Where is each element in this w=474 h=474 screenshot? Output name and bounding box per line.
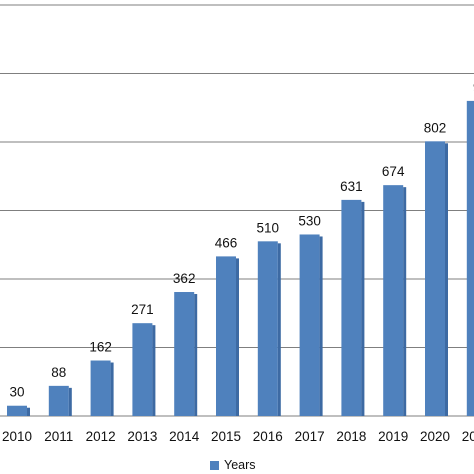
bar — [425, 141, 448, 416]
bar — [216, 256, 239, 416]
data-label: 362 — [173, 271, 196, 286]
bar-face — [257, 241, 278, 416]
bar-side — [68, 387, 72, 416]
legend: Years — [210, 458, 256, 472]
x-tick-label: 2010 — [2, 429, 32, 444]
bar-side — [277, 243, 281, 416]
legend-swatch — [210, 460, 219, 470]
bar-face — [383, 185, 404, 416]
bar-face — [7, 405, 27, 416]
bar-face — [132, 323, 153, 416]
data-label: 674 — [382, 164, 405, 179]
bar-side — [110, 362, 114, 416]
x-tick-label: 2013 — [127, 429, 157, 444]
data-label: 631 — [340, 179, 363, 194]
bar-face — [90, 360, 111, 416]
x-tick-labels: 2010 2011 2012 2013 2014 2015 2016 2017 2018 2019… — [2, 429, 474, 444]
bar — [341, 199, 365, 416]
bar — [299, 234, 323, 416]
bar — [466, 100, 474, 417]
data-label: 162 — [89, 340, 112, 355]
data-label: 88 — [51, 365, 66, 380]
bar-side — [403, 187, 407, 416]
data-label: 530 — [298, 213, 321, 228]
bar-face — [216, 256, 236, 416]
bar-side — [27, 407, 30, 416]
bar — [383, 185, 407, 416]
bar-face — [174, 292, 195, 416]
bar-side — [152, 325, 156, 416]
data-label: 30 — [9, 385, 24, 400]
bar-side — [445, 143, 448, 416]
bar-side — [319, 236, 323, 416]
bar-face — [341, 199, 362, 416]
bar-face — [466, 100, 474, 417]
bar-face — [48, 385, 69, 416]
bar-side — [361, 201, 365, 416]
x-tick-label: 2011 — [44, 429, 73, 444]
bar-side — [236, 258, 239, 416]
gridlines — [0, 4, 474, 417]
x-tick-label: 2019 — [378, 429, 408, 444]
x-tick-label: 2018 — [336, 429, 366, 444]
bar-face — [299, 234, 320, 416]
bar — [257, 241, 281, 416]
bar — [48, 385, 72, 416]
data-label: 466 — [215, 235, 238, 250]
bar — [90, 360, 114, 416]
bar — [174, 292, 198, 416]
legend-label: Years — [224, 458, 256, 472]
x-tick-label: 2020 — [420, 429, 450, 444]
data-label: 802 — [424, 120, 447, 135]
data-label: 271 — [131, 302, 154, 317]
bar-side — [194, 294, 198, 416]
x-tick-label: 2017 — [295, 429, 325, 444]
x-tick-label: 2021 — [462, 429, 474, 444]
bar — [132, 323, 156, 416]
x-tick-label: 2015 — [211, 429, 241, 444]
data-labels: 30881622713624665105306316748029 — [9, 80, 474, 400]
data-label: 510 — [257, 220, 280, 235]
x-tick-label: 2016 — [253, 429, 283, 444]
x-tick-label: 2014 — [169, 429, 200, 444]
bar-face — [425, 141, 445, 416]
bar — [7, 405, 30, 416]
bars — [7, 100, 474, 417]
x-tick-label: 2012 — [86, 429, 116, 444]
